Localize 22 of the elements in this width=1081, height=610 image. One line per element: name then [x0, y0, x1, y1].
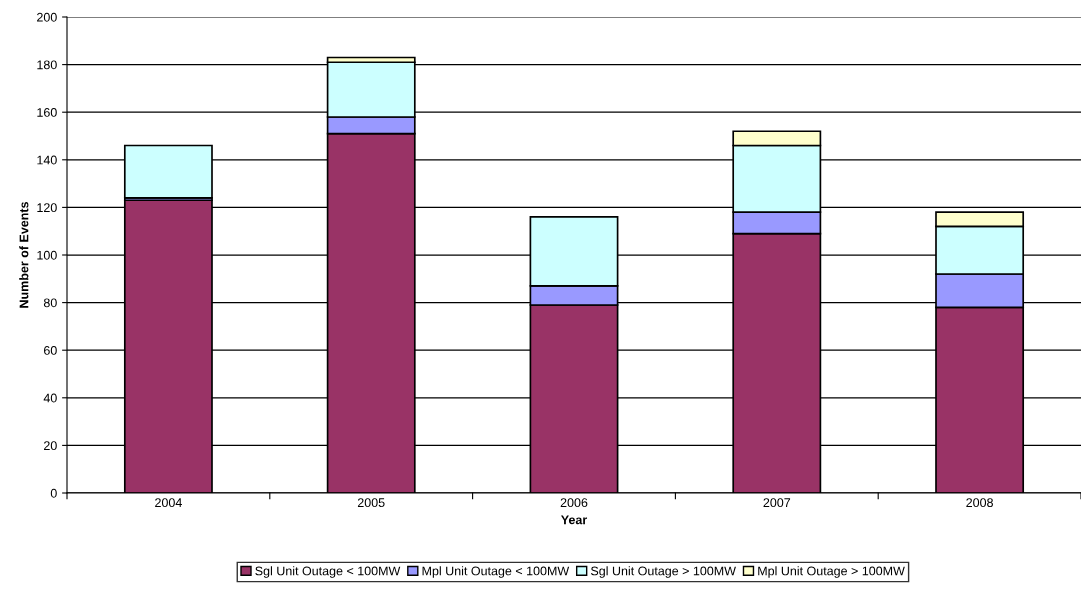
y-tick-label: 180 — [37, 60, 57, 70]
y-tick-label: 100 — [37, 250, 57, 260]
x-tick-label: 2008 — [966, 498, 993, 508]
legend-label: Sgl Unit Outage > 100MW — [591, 566, 736, 578]
y-axis-title: Number of Events — [19, 202, 29, 308]
y-tick-label: 0 — [50, 488, 57, 498]
y-tick-label: 140 — [37, 155, 57, 165]
x-tick-label: 2004 — [155, 498, 182, 508]
legend-label: Mpl Unit Outage < 100MW — [422, 566, 570, 578]
legend-label: Mpl Unit Outage > 100MW — [758, 566, 905, 578]
y-tick-label: 40 — [43, 393, 57, 403]
y-tick-label: 80 — [43, 298, 57, 308]
x-tick-label: 2006 — [560, 498, 588, 508]
y-tick-label: 20 — [44, 441, 57, 451]
x-tick-label: 2005 — [357, 498, 385, 508]
y-tick-label: 60 — [44, 346, 57, 355]
y-tick-label: 200 — [37, 12, 57, 22]
x-axis-title: Year — [561, 515, 588, 525]
legend-label: Sgl Unit Outage < 100MW — [255, 566, 401, 578]
y-tick-label: 120 — [37, 203, 57, 213]
x-tick-label: 2007 — [763, 498, 791, 508]
y-tick-label: 160 — [37, 108, 57, 117]
